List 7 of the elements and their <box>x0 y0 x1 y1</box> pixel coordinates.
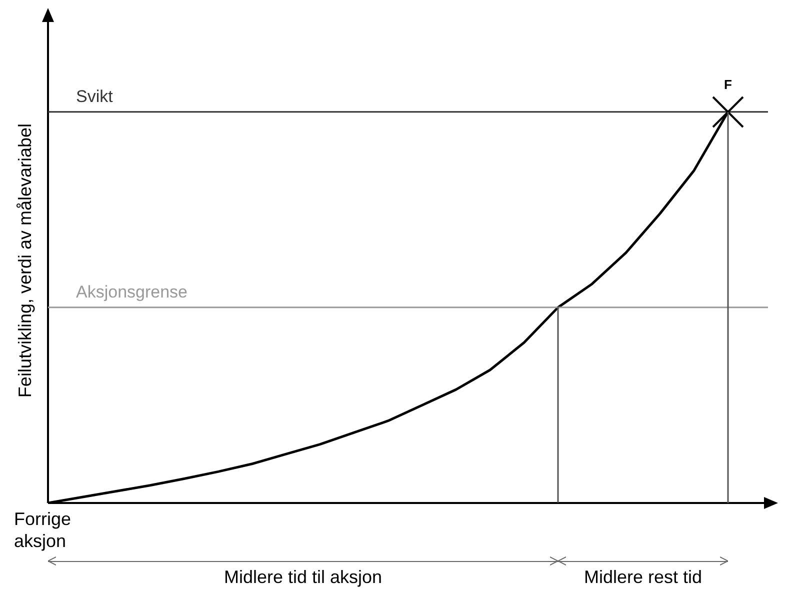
text: F <box>724 76 732 92</box>
text: Midlere rest tid <box>584 566 702 587</box>
ref-line-label: Svikt <box>76 87 114 106</box>
y-axis-title: Feilutvikling, verdi av målevariabel <box>14 123 35 398</box>
text: Midlere tid til aksjon <box>224 566 382 587</box>
text: Forrige aksjon <box>14 508 72 551</box>
ref-line-label: Aksjonsgrense <box>76 282 188 302</box>
